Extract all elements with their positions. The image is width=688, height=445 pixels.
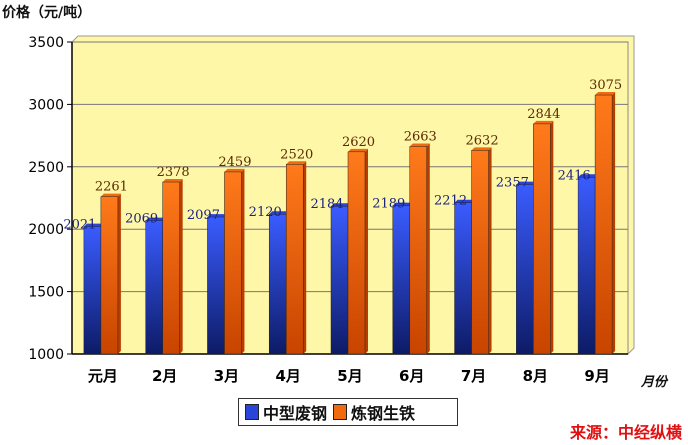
data-label-series2: 2261 xyxy=(95,180,128,195)
bar-top-series2 xyxy=(286,161,307,165)
data-label-series1: 2357 xyxy=(496,176,529,191)
x-tick-label: 6月 xyxy=(399,367,424,385)
y-axis-unit-label: 价格（元/吨） xyxy=(2,5,92,21)
legend-label-series1: 中型废钢 xyxy=(263,404,328,423)
bar-series2 xyxy=(162,181,180,355)
bar-side-series2 xyxy=(365,148,368,354)
x-tick-label: 3月 xyxy=(214,367,239,385)
bar-side-series2 xyxy=(612,92,616,354)
bar-series1 xyxy=(516,184,534,355)
x-tick-label: 5月 xyxy=(337,367,362,385)
y-tick-label: 2000 xyxy=(28,222,64,238)
bar-top-series2 xyxy=(162,179,183,183)
bar-side-series2 xyxy=(426,143,430,354)
bar-top-series2 xyxy=(595,92,616,96)
y-tick-label: 1000 xyxy=(28,347,64,363)
bar-top-series2 xyxy=(100,193,121,197)
bar-top-series1 xyxy=(392,202,413,206)
data-label-series2: 2663 xyxy=(404,129,437,144)
data-label-series1: 2416 xyxy=(558,168,591,183)
data-label-series2: 2378 xyxy=(157,165,190,180)
data-label-series2: 2459 xyxy=(218,155,251,170)
bar-side-series2 xyxy=(303,161,307,354)
bar-series2 xyxy=(347,151,366,355)
legend-item-series2: 炼钢生铁 xyxy=(333,400,415,424)
bar-series1 xyxy=(145,220,163,355)
x-tick-label: 元月 xyxy=(88,367,118,385)
x-tick-label: 4月 xyxy=(276,367,301,385)
legend-swatch-series1 xyxy=(245,404,259,420)
data-label-series2: 2620 xyxy=(342,135,375,150)
x-tick-label: 7月 xyxy=(461,367,486,385)
x-tick-label: 9月 xyxy=(584,367,609,385)
bar-side-series2 xyxy=(550,120,554,354)
bar-series2 xyxy=(533,123,551,355)
bar-series2 xyxy=(285,164,304,355)
data-label-series1: 2097 xyxy=(187,208,220,223)
legend-item-series1: 中型废钢 xyxy=(245,400,327,424)
data-label-series2: 3075 xyxy=(589,78,622,93)
bar-series2 xyxy=(100,196,119,355)
bar-side-series2 xyxy=(117,193,121,354)
bar-top-series1 xyxy=(83,223,104,227)
data-label-series1: 2120 xyxy=(249,205,282,220)
data-label-series1: 2189 xyxy=(372,197,405,212)
bar-top-series1 xyxy=(516,181,537,185)
bar-top-series1 xyxy=(331,203,351,207)
data-label-series1: 2021 xyxy=(63,218,96,233)
legend: 中型废钢 炼钢生铁 xyxy=(238,398,458,426)
y-tick-label: 3000 xyxy=(28,97,64,113)
bar-series1 xyxy=(577,177,596,355)
x-tick-label: 8月 xyxy=(523,367,548,385)
bar-side-series2 xyxy=(488,147,492,354)
bar-series2 xyxy=(594,94,613,355)
bar-top-series2 xyxy=(409,143,430,147)
bar-series1 xyxy=(454,202,472,355)
bar-series1 xyxy=(207,216,225,355)
data-label-series1: 2212 xyxy=(434,194,467,209)
data-label-series1: 2184 xyxy=(310,197,343,212)
bar-series2 xyxy=(471,150,489,355)
source-note: 来源：中经纵横 xyxy=(569,423,682,442)
y-tick-label: 2500 xyxy=(28,160,64,176)
bar-series2 xyxy=(224,171,242,355)
x-axis-unit-label: 月份 xyxy=(641,375,668,390)
data-label-series2: 2844 xyxy=(527,107,560,122)
bar-series1 xyxy=(392,205,411,355)
data-label-series2: 2520 xyxy=(280,147,313,162)
bar-top-series1 xyxy=(145,217,166,221)
y-tick-label: 3500 xyxy=(28,35,64,51)
data-label-series1: 2069 xyxy=(125,212,158,227)
data-label-series2: 2632 xyxy=(466,133,499,148)
bar-top-series1 xyxy=(454,199,475,203)
x-tick-label: 2月 xyxy=(152,367,177,385)
bar-top-series2 xyxy=(224,168,245,172)
bar-top-series1 xyxy=(269,211,290,215)
bar-top-series2 xyxy=(471,147,492,151)
bar-top-series1 xyxy=(578,174,599,178)
bar-series2 xyxy=(409,146,428,355)
legend-swatch-series2 xyxy=(333,404,348,420)
bar-top-series1 xyxy=(207,214,228,218)
bar-series1 xyxy=(83,226,102,355)
bar-top-series2 xyxy=(348,148,368,152)
legend-label-series2: 炼钢生铁 xyxy=(351,404,416,423)
bar-side-series2 xyxy=(241,168,245,354)
bar-series1 xyxy=(268,213,287,355)
bar-top-series2 xyxy=(533,120,554,124)
bar-series1 xyxy=(330,205,349,355)
y-tick-label: 1500 xyxy=(28,285,64,301)
bar-side-series2 xyxy=(179,179,183,354)
